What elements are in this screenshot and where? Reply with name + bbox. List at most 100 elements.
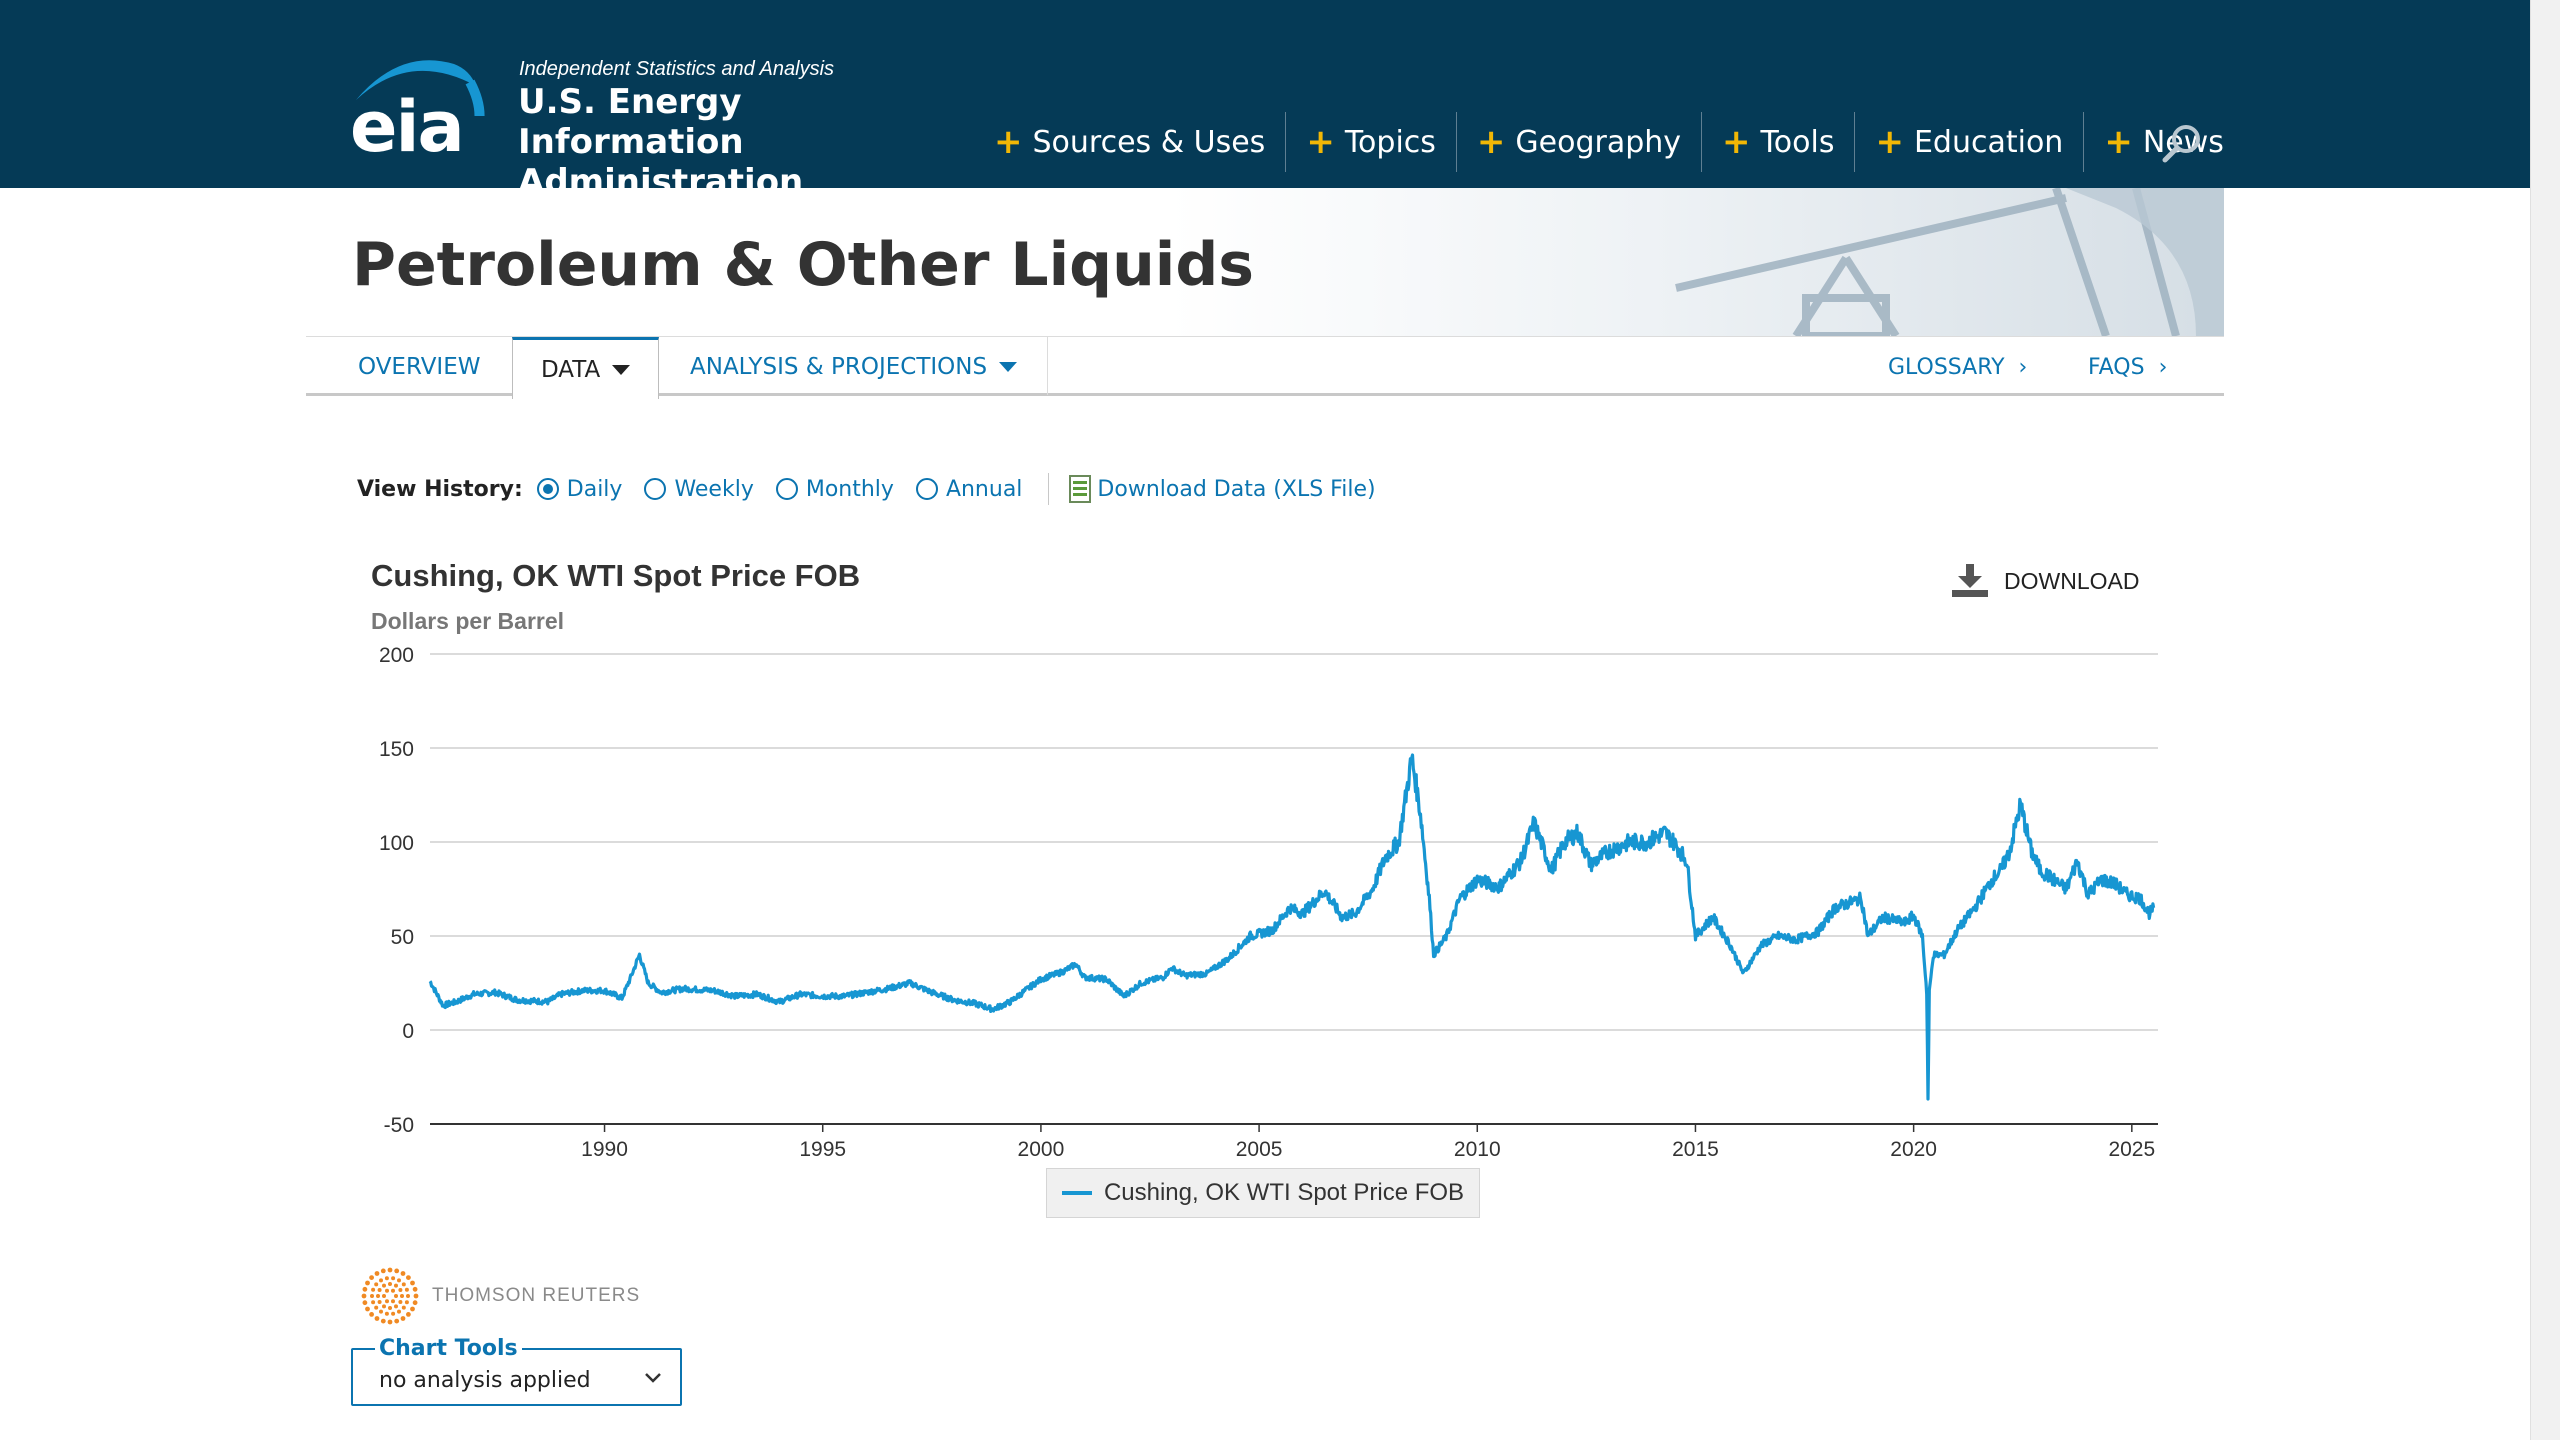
logo-dot — [371, 1287, 376, 1292]
series-line — [428, 753, 2156, 1101]
view-history-label: View History: — [357, 476, 523, 502]
logo-dot — [382, 1304, 386, 1309]
logo-dot — [379, 1278, 383, 1283]
logo-dot — [387, 1267, 393, 1273]
download-xls-link[interactable]: Download Data (XLS File) — [1097, 476, 1376, 502]
logo-dot — [388, 1282, 392, 1286]
logo-dot — [394, 1304, 398, 1309]
nav-topics[interactable]: + Topics — [1285, 112, 1456, 172]
logo-dot — [377, 1300, 382, 1304]
logo-dot — [382, 1294, 386, 1298]
nav-education[interactable]: + Education — [1854, 112, 2083, 172]
logo-dot — [380, 1268, 386, 1274]
plus-icon: + — [2104, 122, 2133, 162]
link-faqs[interactable]: FAQS › — [2088, 354, 2168, 380]
org-name[interactable]: U.S. Energy Information Administration — [518, 82, 804, 202]
radio-annual[interactable]: Annual — [915, 477, 1022, 502]
logo-dot — [374, 1305, 379, 1310]
view-history-bar: View History: Daily Weekly Monthly Annua… — [357, 472, 1376, 506]
radio-unchecked-icon[interactable] — [915, 478, 938, 500]
logo-dot — [412, 1286, 418, 1292]
radio-unchecked-icon[interactable] — [775, 478, 798, 500]
main-nav: + Sources & Uses + Topics + Geography + Tool… — [994, 112, 2244, 172]
radio-checked-icon[interactable] — [536, 478, 559, 500]
logo-dot — [371, 1300, 376, 1305]
plus-icon: + — [1875, 122, 1904, 162]
logo-dot — [394, 1318, 400, 1324]
x-tick-label: 2005 — [1236, 1138, 1283, 1160]
chart-y-unit: Dollars per Barrel — [371, 608, 565, 634]
page-scrollbar[interactable] — [2530, 0, 2560, 1440]
section-banner: Petroleum & Other Liquids — [306, 188, 2224, 336]
logo-dot — [404, 1287, 409, 1292]
logo-dot — [362, 1286, 368, 1292]
x-tick-label: 2020 — [1890, 1138, 1937, 1160]
thomson-reuters-attribution: THOMSON REUTERS — [358, 1264, 640, 1328]
legend-label: Cushing, OK WTI Spot Price FOB — [1103, 1179, 1465, 1206]
x-tick-label: 2010 — [1454, 1138, 1501, 1160]
tab-data[interactable]: DATA — [512, 337, 660, 399]
tab-divider — [1047, 337, 1048, 395]
nav-tools[interactable]: + Tools — [1701, 112, 1854, 172]
logo-dot — [384, 1311, 389, 1316]
chevron-right-icon: › — [2158, 354, 2168, 380]
tagline: Independent Statistics and Analysis — [519, 58, 835, 80]
logo-text: eia — [350, 86, 465, 168]
thomson-reuters-logo-icon — [361, 1267, 419, 1325]
logo-dot — [374, 1316, 380, 1321]
x-tick-label: 2000 — [1018, 1138, 1065, 1160]
radio-daily[interactable]: Daily — [536, 477, 622, 502]
chart-tools-value: no analysis applied — [379, 1368, 591, 1393]
logo-swoosh-icon — [356, 60, 485, 116]
logo-dot — [404, 1300, 409, 1305]
nav-geography[interactable]: + Geography — [1455, 112, 1701, 172]
y-tick-label: 150 — [379, 738, 414, 761]
search-icon[interactable] — [2160, 122, 2204, 166]
logo-dot — [376, 1294, 380, 1298]
plus-icon: + — [994, 122, 1023, 162]
tab-analysis-projections[interactable]: ANALYSIS & PROJECTIONS — [690, 337, 1018, 397]
logo-dot — [400, 1316, 406, 1321]
chart-title: Cushing, OK WTI Spot Price FOB — [371, 558, 861, 593]
tab-overview[interactable]: OVERVIEW — [358, 354, 481, 380]
logo-dot — [398, 1300, 403, 1304]
link-glossary[interactable]: GLOSSARY › — [1888, 354, 2028, 380]
logo-dot — [413, 1293, 419, 1299]
divider — [1048, 473, 1050, 505]
nav-news[interactable]: + News — [2083, 112, 2244, 172]
logo-dot — [397, 1278, 401, 1283]
logo-dot — [410, 1306, 415, 1312]
caret-down-icon — [999, 362, 1018, 372]
logo-dot — [385, 1299, 389, 1304]
spreadsheet-icon[interactable] — [1069, 475, 1092, 503]
logo-dot — [398, 1288, 403, 1292]
x-tick-label: 2025 — [2108, 1138, 2155, 1160]
y-tick-label: 200 — [379, 644, 414, 667]
eia-logo[interactable]: eia — [350, 56, 490, 168]
plus-icon: + — [1476, 122, 1506, 162]
logo-dot — [391, 1311, 396, 1316]
radio-weekly[interactable]: Weekly — [644, 477, 754, 502]
chart-legend[interactable]: Cushing, OK WTI Spot Price FOB — [1046, 1168, 1480, 1218]
nav-sources-uses[interactable]: + Sources & Uses — [994, 122, 1266, 162]
logo-dot — [391, 1299, 395, 1304]
logo-dot — [410, 1280, 415, 1286]
logo-dot — [365, 1306, 370, 1312]
logo-dot — [406, 1312, 411, 1317]
logo-dot — [374, 1282, 379, 1287]
logo-dot — [401, 1282, 406, 1287]
logo-dot — [374, 1271, 380, 1276]
logo-dot — [380, 1318, 386, 1324]
x-tick-label: 1990 — [581, 1138, 628, 1160]
logo-dot — [385, 1288, 389, 1293]
radio-unchecked-icon[interactable] — [644, 478, 667, 500]
chart-tools-select[interactable]: Chart Tools no analysis applied — [351, 1336, 682, 1406]
chart-download-button[interactable]: DOWNLOAD — [1952, 564, 2139, 598]
page-title: Petroleum & Other Liquids — [352, 230, 1255, 300]
logo-dot — [382, 1283, 386, 1288]
logo-dot — [400, 1271, 406, 1276]
y-tick-label: -50 — [384, 1114, 414, 1137]
radio-monthly[interactable]: Monthly — [775, 477, 894, 502]
caret-down-icon — [612, 364, 631, 375]
logo-dot — [369, 1275, 374, 1280]
